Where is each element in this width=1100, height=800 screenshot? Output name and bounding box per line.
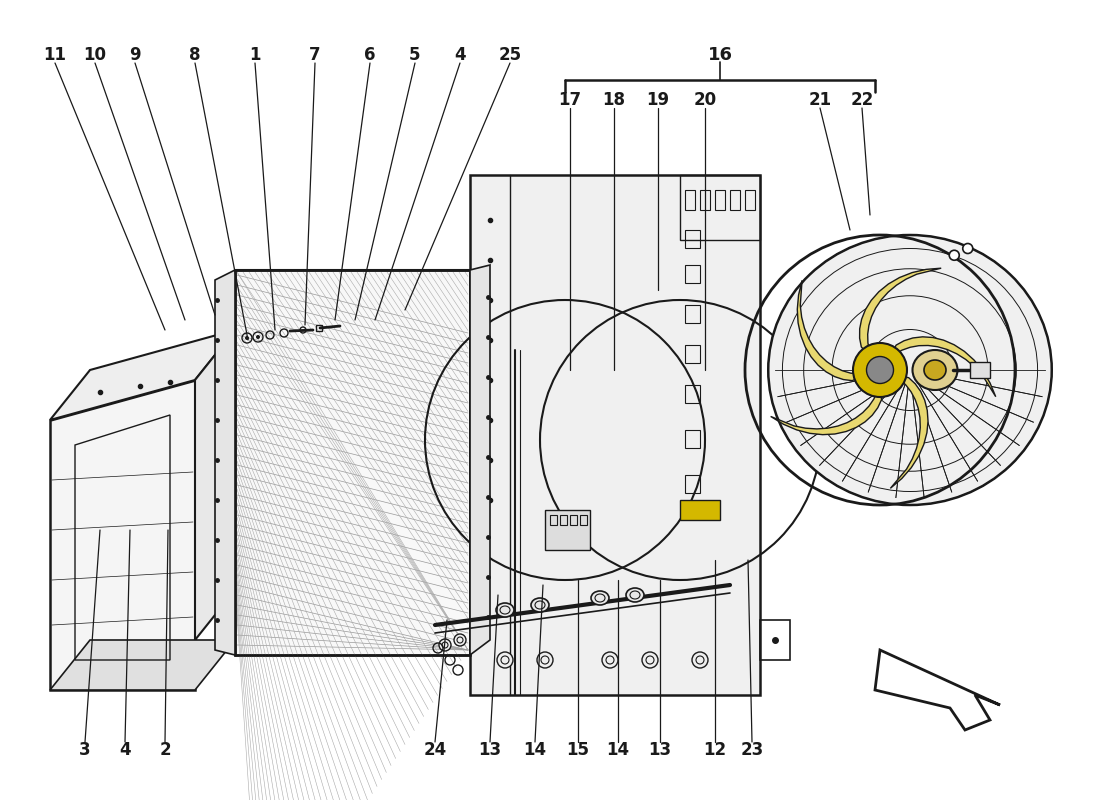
Text: 20: 20 (693, 91, 716, 109)
Text: 16: 16 (707, 46, 733, 64)
Circle shape (692, 652, 708, 668)
Text: 9: 9 (129, 46, 141, 64)
Text: 23: 23 (740, 741, 763, 759)
Polygon shape (195, 330, 235, 640)
Polygon shape (874, 650, 1000, 730)
Text: 18: 18 (603, 91, 626, 109)
Polygon shape (544, 510, 590, 550)
Text: 4: 4 (454, 46, 465, 64)
Text: 21: 21 (808, 91, 832, 109)
Polygon shape (889, 337, 996, 397)
Ellipse shape (591, 591, 609, 605)
Circle shape (497, 652, 513, 668)
Polygon shape (680, 500, 720, 520)
Polygon shape (470, 265, 490, 655)
Text: 25: 25 (498, 46, 521, 64)
Text: 13: 13 (478, 741, 502, 759)
Text: 14: 14 (606, 741, 629, 759)
Circle shape (256, 335, 260, 339)
Polygon shape (470, 175, 760, 695)
Polygon shape (890, 374, 928, 488)
Circle shape (537, 652, 553, 668)
Text: 13: 13 (648, 741, 672, 759)
Polygon shape (50, 640, 235, 690)
Text: 7: 7 (309, 46, 321, 64)
Polygon shape (235, 270, 470, 655)
Ellipse shape (913, 350, 957, 390)
Polygon shape (50, 380, 195, 690)
Circle shape (962, 243, 972, 254)
Circle shape (454, 634, 466, 646)
Text: 4: 4 (119, 741, 131, 759)
Circle shape (949, 250, 959, 260)
Text: 15: 15 (566, 741, 590, 759)
Ellipse shape (531, 598, 549, 612)
Text: 12: 12 (703, 741, 727, 759)
Polygon shape (859, 268, 942, 359)
Text: euro
parts: euro parts (410, 321, 690, 519)
Circle shape (867, 357, 893, 383)
Circle shape (439, 639, 451, 651)
Text: 14: 14 (524, 741, 547, 759)
Circle shape (642, 652, 658, 668)
Text: 11: 11 (44, 46, 66, 64)
Text: 22: 22 (850, 91, 873, 109)
Text: 17: 17 (559, 91, 582, 109)
Text: 3: 3 (79, 741, 91, 759)
Ellipse shape (768, 235, 1052, 505)
Text: 24: 24 (424, 741, 447, 759)
Circle shape (245, 336, 249, 340)
Ellipse shape (626, 588, 644, 602)
Text: 6: 6 (364, 46, 376, 64)
Circle shape (852, 343, 907, 397)
Text: 1: 1 (250, 46, 261, 64)
Polygon shape (50, 330, 235, 420)
Polygon shape (771, 383, 881, 434)
Ellipse shape (496, 603, 514, 617)
Circle shape (602, 652, 618, 668)
Text: 2: 2 (160, 741, 170, 759)
Polygon shape (798, 280, 867, 381)
Text: 5: 5 (409, 46, 420, 64)
Text: 8: 8 (189, 46, 200, 64)
Text: 10: 10 (84, 46, 107, 64)
Ellipse shape (924, 360, 946, 380)
Text: 19: 19 (647, 91, 670, 109)
Polygon shape (970, 362, 990, 378)
Text: a passion for parts: a passion for parts (373, 456, 667, 544)
Polygon shape (214, 270, 235, 655)
